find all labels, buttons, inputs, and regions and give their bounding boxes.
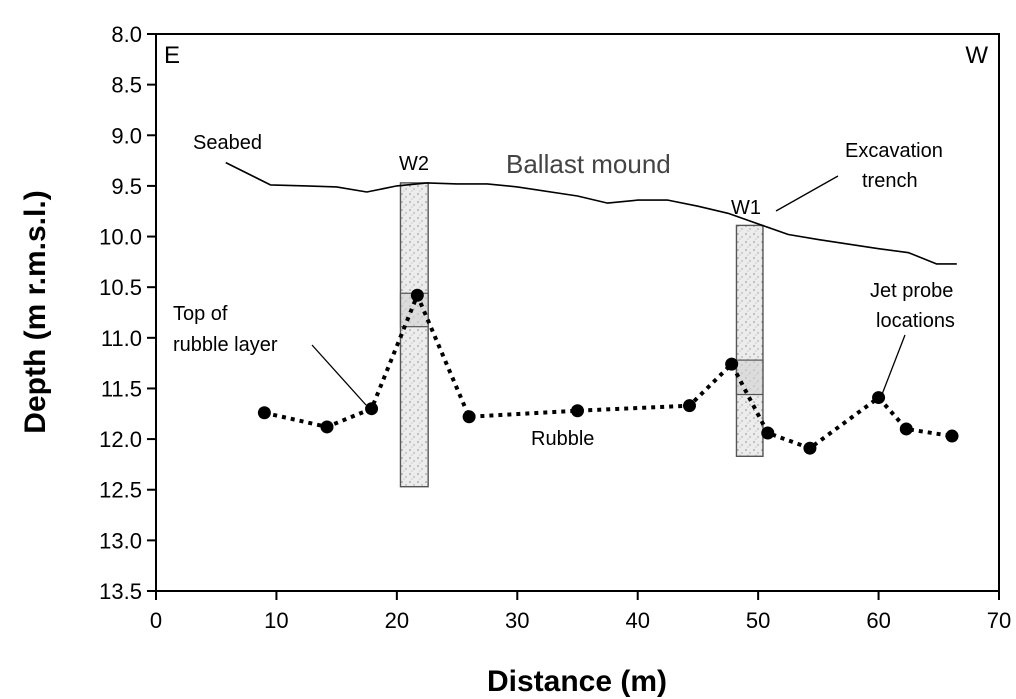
y-axis: 8.0 8.5 9.0 9.5 10.0 10.5 11.0 11.5 12.0 12.5 13.0…	[99, 22, 156, 604]
top-rubble-label-line2: rubble layer	[173, 334, 278, 356]
core-column-w2	[399, 182, 429, 488]
y-tick-label: 8.0	[111, 22, 142, 47]
excavation-leader-line	[775, 175, 839, 212]
y-tick-label: 11.0	[101, 326, 142, 351]
rubble-label: Rubble	[531, 428, 594, 450]
x-axis: 0 10 20 30 40 50 60 70	[150, 591, 1011, 633]
plot-frame	[155, 33, 1000, 592]
core-band-w1	[735, 359, 764, 396]
x-tick-label: 10	[264, 608, 288, 633]
jet-probe-point	[899, 422, 913, 436]
jet-probe-point	[571, 404, 584, 418]
jet-probe-leader-line	[880, 334, 906, 398]
excavation-label-line2: trench	[862, 170, 918, 192]
jet-probe-point	[365, 402, 379, 416]
x-tick-label: 40	[625, 608, 649, 633]
x-tick-label: 0	[150, 608, 162, 633]
y-tick-label: 9.5	[111, 174, 142, 199]
top-rubble-label-line1: Top of	[173, 303, 228, 325]
y-tick-label: 10.0	[99, 225, 142, 250]
x-tick-label: 50	[746, 608, 770, 633]
y-tick-label: 8.5	[111, 73, 142, 98]
jet-probe-point	[803, 441, 817, 455]
jet-probe-point	[725, 357, 739, 371]
core-layer	[399, 182, 764, 488]
core-label-w1: W1	[731, 197, 761, 219]
top-rubble-leader-line	[311, 344, 367, 406]
jet-probe-point	[257, 406, 271, 420]
y-tick-label: 13.5	[99, 579, 142, 604]
jet-probe-label-line2: locations	[876, 310, 955, 332]
jet-probe-point	[682, 399, 696, 413]
jet-probe-point	[945, 429, 959, 443]
seabed-line	[225, 161, 957, 265]
excavation-label-line1: Excavation	[845, 140, 943, 162]
seabed-label: Seabed	[193, 132, 262, 154]
jet-probe-point	[462, 410, 476, 424]
y-tick-label: 13.0	[99, 528, 142, 553]
x-tick-label: 20	[385, 608, 409, 633]
y-tick-label: 9.0	[111, 123, 142, 148]
corner-label-west: W	[965, 42, 988, 69]
x-axis-title: Distance (m)	[487, 665, 667, 698]
jet-probe-point	[320, 420, 334, 434]
x-tick-label: 30	[505, 608, 529, 633]
y-tick-label: 12.0	[99, 427, 142, 452]
jet-probe-point	[761, 426, 775, 440]
y-tick-label: 10.5	[99, 275, 142, 300]
corner-label-east: E	[164, 42, 180, 69]
rubble-top-line	[263, 293, 953, 451]
jet-probe-point	[410, 288, 424, 302]
y-axis-title: Depth (m r.m.s.l.)	[19, 190, 52, 433]
series-layer	[225, 161, 957, 451]
marker-layer	[257, 288, 959, 455]
core-label-w2: W2	[399, 153, 429, 175]
x-tick-label: 70	[987, 608, 1011, 633]
core-column-w1	[735, 224, 764, 458]
x-tick-label: 60	[866, 608, 890, 633]
y-tick-label: 12.5	[99, 478, 142, 503]
jet-probe-label-line1: Jet probe	[870, 280, 953, 302]
ballast-mound-label: Ballast mound	[506, 149, 671, 179]
y-tick-label: 11.5	[101, 376, 142, 401]
